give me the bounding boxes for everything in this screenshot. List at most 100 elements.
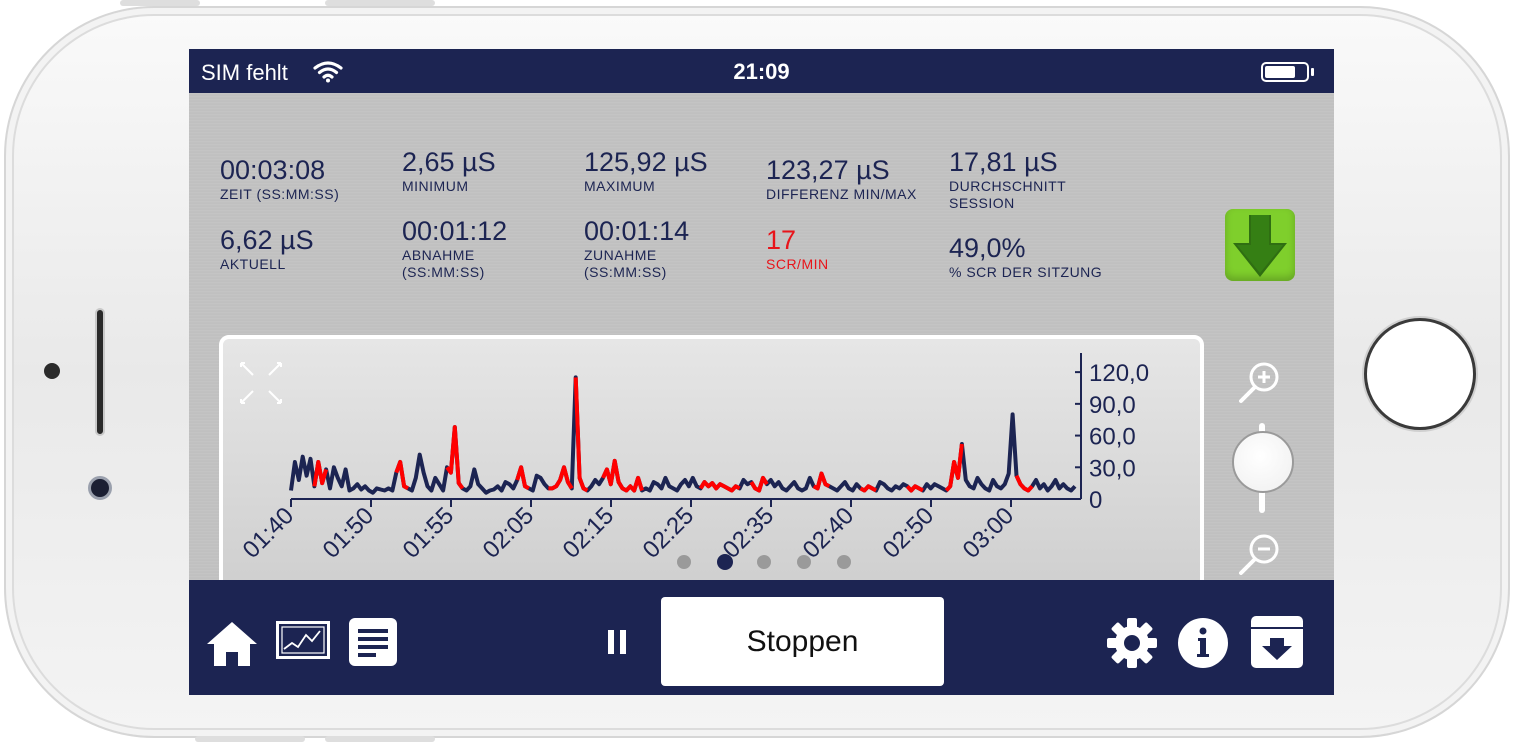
stat-value: 17,81 µS xyxy=(949,147,1058,177)
status-bar: SIM fehlt 21:09 xyxy=(189,49,1334,93)
stat-difference: 123,27 µS DIFFERENZ MIN/MAX xyxy=(766,155,917,203)
stat-value: 00:01:12 xyxy=(402,216,508,246)
page-dot[interactable] xyxy=(677,555,691,569)
page-dot[interactable] xyxy=(797,555,811,569)
stat-label: ZUNAHME (SS:MM:SS) xyxy=(584,247,667,280)
scr-highlight-segment xyxy=(515,465,530,491)
stat-label: MAXIMUM xyxy=(584,178,656,194)
y-tick-label: 30,0 xyxy=(1089,455,1136,482)
info-icon[interactable] xyxy=(1177,617,1229,669)
x-tick-label: 02:40 xyxy=(798,502,860,564)
scr-highlight-segment xyxy=(698,480,741,493)
zoom-slider-knob[interactable] xyxy=(1232,431,1294,493)
chart-canvas: 120,0 90,0 60,0 30,0 0 01:40 01:50 01:55 02:05 0… xyxy=(238,353,1149,564)
download-archive-icon[interactable] xyxy=(1251,616,1303,668)
y-tick-label: 90,0 xyxy=(1089,392,1136,419)
stat-minimum: 2,65 µS MINIMUM xyxy=(402,147,496,195)
battery-level xyxy=(1265,66,1295,78)
scr-highlight-segment xyxy=(394,460,409,491)
stat-scr-per-min: 17 SCR/MIN xyxy=(766,225,829,273)
download-button[interactable] xyxy=(1225,209,1295,281)
clock: 21:09 xyxy=(733,59,790,84)
phone-camera xyxy=(88,476,112,500)
scr-chart: 120,0 90,0 60,0 30,0 0 01:40 01:50 01:55 02:05 0… xyxy=(219,335,1204,593)
stat-label: SCR/MIN xyxy=(766,256,829,272)
x-tick-label: 03:00 xyxy=(958,502,1020,564)
battery-icon xyxy=(1261,62,1309,82)
phone-volume-button xyxy=(195,736,305,742)
chart-icon[interactable] xyxy=(276,621,330,659)
x-tick-label: 02:05 xyxy=(478,502,540,564)
zoom-in-icon[interactable] xyxy=(1237,357,1287,407)
report-icon[interactable] xyxy=(349,618,397,666)
x-axis: 01:40 01:50 01:55 02:05 02:15 02:25 02:35 02:40… xyxy=(238,498,1081,564)
y-tick-label: 60,0 xyxy=(1089,424,1136,451)
scr-highlight-segment xyxy=(812,471,831,491)
phone-volume-button xyxy=(325,736,435,742)
stat-time: 00:03:08 ZEIT (SS:MM:SS) xyxy=(220,155,339,203)
series-layer xyxy=(289,375,1077,495)
stat-value: 17 xyxy=(766,225,797,255)
pause-icon[interactable] xyxy=(606,630,628,654)
stat-label: % SCR DER SITZUNG xyxy=(949,264,1103,280)
stat-value: 125,92 µS xyxy=(584,147,708,177)
stat-label: DURCHSCHNITT SESSION xyxy=(949,178,1066,211)
scr-highlight-segment xyxy=(859,484,878,493)
scr-highlight-segment xyxy=(312,460,329,487)
stat-scr-percent: 49,0% % SCR DER SITZUNG xyxy=(949,233,1102,281)
stat-increase: 00:01:14 ZUNAHME (SS:MM:SS) xyxy=(584,216,694,281)
scr-highlight-segment xyxy=(548,465,574,491)
stat-value: 123,27 µS xyxy=(766,155,890,185)
scr-highlight-segment xyxy=(601,458,644,493)
zoom-out-icon[interactable] xyxy=(1237,529,1287,579)
stat-value: 49,0% xyxy=(949,233,1026,263)
arrow-down-icon xyxy=(1233,215,1287,277)
x-tick-label: 01:50 xyxy=(318,502,380,564)
stat-decrease: 00:01:12 ABNAHME (SS:MM:SS) xyxy=(402,216,512,281)
y-tick-label: 0 xyxy=(1089,487,1102,514)
stop-button[interactable]: Stoppen xyxy=(661,597,944,686)
stat-maximum: 125,92 µS MAXIMUM xyxy=(584,147,708,195)
expand-icon[interactable] xyxy=(240,362,282,404)
wifi-icon xyxy=(313,61,343,83)
page-dot-active[interactable] xyxy=(717,554,733,570)
series-line xyxy=(289,375,1077,495)
scr-highlight-segment xyxy=(905,484,924,493)
x-tick-label: 01:55 xyxy=(398,502,460,564)
page-dot[interactable] xyxy=(837,555,851,569)
stat-value: 6,62 µS xyxy=(220,225,314,255)
stat-value: 00:03:08 xyxy=(220,155,326,185)
stat-label: DIFFERENZ MIN/MAX xyxy=(766,186,917,202)
x-tick-label: 02:15 xyxy=(558,502,620,564)
scr-highlight-segment xyxy=(573,377,589,493)
y-axis: 120,0 90,0 60,0 30,0 0 xyxy=(1075,353,1149,514)
page-dot[interactable] xyxy=(757,555,771,569)
scr-highlight-segment xyxy=(445,425,465,490)
stat-label: MINIMUM xyxy=(402,178,469,194)
y-tick-label: 120,0 xyxy=(1089,360,1149,387)
scr-highlight-segment xyxy=(1014,474,1034,493)
carrier-label: SIM fehlt xyxy=(201,60,288,85)
x-tick-label: 02:50 xyxy=(878,502,940,564)
stat-value: 2,65 µS xyxy=(402,147,496,177)
x-tick-label: 01:40 xyxy=(238,502,300,564)
phone-sensor xyxy=(44,363,60,379)
x-tick-label: 02:25 xyxy=(638,502,700,564)
phone-home-button[interactable] xyxy=(1364,318,1476,430)
stat-current: 6,62 µS AKTUELL xyxy=(220,225,314,273)
stat-value: 00:01:14 xyxy=(584,216,690,246)
battery-tip xyxy=(1311,68,1314,76)
scr-highlight-segment xyxy=(749,475,769,493)
stat-average: 17,81 µS DURCHSCHNITT SESSION xyxy=(949,147,1079,212)
session-panel: 00:03:08 ZEIT (SS:MM:SS) 2,65 µS MINIMUM… xyxy=(189,93,1334,593)
scr-highlight-segment xyxy=(944,443,964,492)
stat-label: ABNAHME (SS:MM:SS) xyxy=(402,247,485,280)
phone-side-button xyxy=(325,0,435,6)
phone-side-button xyxy=(120,0,200,6)
bottom-toolbar: Stoppen xyxy=(189,580,1334,695)
app-screen: SIM fehlt 21:09 00:03:08 ZEIT (SS:MM:SS)… xyxy=(189,49,1334,695)
gear-icon[interactable] xyxy=(1107,618,1157,668)
home-icon[interactable] xyxy=(207,620,257,666)
stat-label: ZEIT (SS:MM:SS) xyxy=(220,186,340,202)
phone-speaker xyxy=(95,308,105,436)
